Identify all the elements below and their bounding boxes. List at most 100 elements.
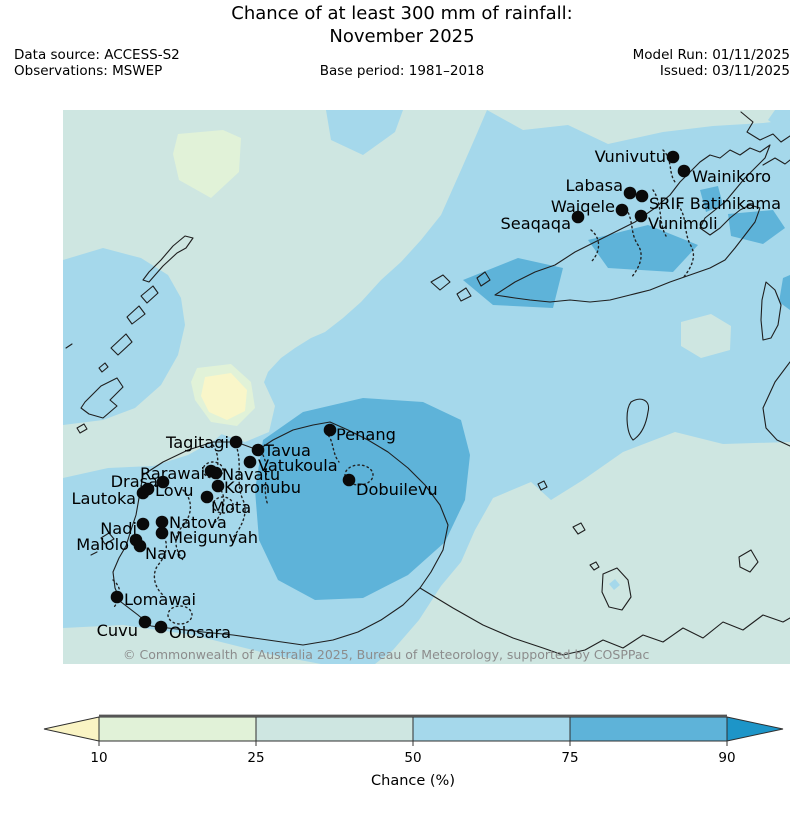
town-label-koronubu: Koronubu (224, 478, 301, 497)
colorbar-svg: 10 25 50 75 90 Chance (%) (43, 714, 784, 789)
town-dot-seaqaqa (571, 210, 585, 224)
colorbar-under-arrow (43, 716, 100, 742)
map-region-medblue-taveuni (779, 275, 790, 310)
colorbar: 10 25 50 75 90 Chance (%) (0, 700, 804, 810)
town-label-navatu: Navatu (222, 465, 280, 484)
town-label-penang: Penang (336, 425, 396, 444)
map-region-medblue-small2 (728, 210, 785, 244)
town-dot-tagitagi (229, 435, 243, 449)
map-region-medblue-small1 (700, 186, 723, 212)
map-region-blue-top-tongue (326, 110, 403, 155)
coastline-southeast-passage (419, 587, 791, 656)
town-label-meigunyah: Meigunyah (169, 528, 258, 547)
town-label-lomawai: Lomawai (124, 590, 196, 609)
colorbar-seg-50-75 (412, 716, 571, 742)
town-label-lautoka: Lautoka (72, 489, 136, 508)
map-svg: Vunivutu Wainikoro Labasa SRIF Batinikama Wa… (63, 110, 791, 664)
map-region-yellow-under10 (201, 373, 247, 420)
town-label-nadi: Nadi (100, 519, 137, 538)
town-dot-meigunyah (155, 526, 169, 540)
town-label-tavua: Tavua (263, 441, 311, 460)
map-region-green-topleft (173, 130, 241, 198)
coastline-small-islands-southeast (537, 398, 759, 611)
town-dot-lovu (141, 482, 155, 496)
town-label-vunimoli: Vunimoli (648, 214, 718, 233)
town-dot-penang (323, 423, 337, 437)
town-label-olosara: Olosara (169, 623, 231, 642)
town-dot-vunimoli (634, 209, 648, 223)
town-label-mota: Mota (211, 498, 251, 517)
town-dot-olosara (154, 620, 168, 634)
colorbar-tick-50: 50 (404, 750, 421, 766)
data-source-text: Data source: ACCESS-S2 (14, 47, 180, 63)
town-dot-koronubu (211, 479, 225, 493)
colorbar-tick-90: 90 (718, 750, 735, 766)
town-dot-lomawai (110, 590, 124, 604)
map-region-medblue-vitilevu-blob (255, 398, 470, 600)
issued-text: Issued: 03/11/2025 (659, 63, 790, 79)
town-label-waiqele: Waiqele (551, 197, 615, 216)
town-dot-drasa (156, 475, 170, 489)
colorbar-tick-25: 25 (247, 750, 264, 766)
colorbar-seg-75-90 (569, 716, 728, 742)
coastline-east-edge (762, 361, 791, 447)
coastline-northeast-1 (740, 111, 791, 143)
town-label-cuvu: Cuvu (97, 621, 138, 640)
coastline-small-islands-mid (430, 271, 491, 302)
town-dot-cuvu (138, 615, 152, 629)
map-region-teal-hexagon (681, 314, 731, 358)
coastline-vanua-levu (494, 144, 771, 303)
town-dot-navo (133, 539, 147, 553)
town-dot-labasa (623, 186, 637, 200)
town-label-srif-batinikama: SRIF Batinikama (649, 194, 781, 213)
map-region-blue-diamond-island (609, 579, 620, 590)
town-dot-waiqele (615, 203, 629, 217)
town-dot-dobuilevu (342, 473, 356, 487)
town-label-rarawai: Rarawai (140, 464, 205, 483)
copyright-text: © Commonwealth of Australia 2025, Bureau… (123, 647, 649, 662)
town-label-tagitagi: Tagitagi (165, 433, 229, 452)
coastline-mamanuca-islets (90, 532, 115, 556)
colorbar-seg-25-50 (255, 716, 414, 742)
probability-map: Vunivutu Wainikoro Labasa SRIF Batinikama Wa… (63, 110, 791, 664)
town-label-vunivutu: Vunivutu (595, 147, 666, 166)
map-region-teal-bottomright (375, 432, 790, 664)
model-run-text: Model Run: 01/11/2025 (632, 47, 790, 63)
map-region-medblue-south-vanualevu (588, 225, 698, 272)
base-period-text: Base period: 1981–2018 (319, 63, 485, 79)
colorbar-tickmarks (98, 741, 728, 746)
map-region-teal-bottomleft (63, 625, 321, 664)
colorbar-tick-10: 10 (90, 750, 107, 766)
colorbar-over-arrow (726, 716, 784, 742)
title-line1: Chance of at least 300 mm of rainfall: (231, 3, 573, 24)
page-title: Chance of at least 300 mm of rainfall: N… (0, 2, 804, 49)
town-label-dobuilevu: Dobuilevu (356, 480, 438, 499)
colorbar-seg-10-25 (98, 716, 257, 742)
colorbar-axis-label: Chance (%) (371, 773, 455, 789)
observations-text: Observations: MSWEP (14, 63, 163, 79)
town-dot-tavua (251, 443, 265, 457)
town-dot-mota (200, 490, 214, 504)
town-dot-vunivutu (666, 150, 680, 164)
town-dot-wainikoro (677, 164, 691, 178)
coastline-northeast-2 (762, 157, 791, 166)
town-label-natova: Natova (169, 513, 227, 532)
town-label-labasa: Labasa (566, 176, 624, 195)
town-dot-nadi (136, 517, 150, 531)
town-dot-natova (155, 515, 169, 529)
town-label-vatukoula: Vatukoula (258, 456, 338, 475)
coastline-taveuni (760, 281, 782, 341)
coastline-yasawa-chain (65, 235, 194, 434)
town-label-wainikoro: Wainikoro (692, 167, 771, 186)
town-label-navo: Navo (145, 544, 187, 563)
colorbar-tick-75: 75 (561, 750, 578, 766)
town-label-lovu: Lovu (155, 481, 193, 500)
town-dot-srif-batinikama (635, 189, 649, 203)
town-label-seaqaqa: Seaqaqa (500, 214, 571, 233)
town-label-malolo: Malolo (76, 535, 129, 554)
town-dot-vatukoula (243, 455, 257, 469)
towns-layer: Vunivutu Wainikoro Labasa SRIF Batinikama Wa… (72, 147, 782, 642)
town-dot-navatu (209, 466, 223, 480)
title-line2: November 2025 (329, 26, 475, 48)
